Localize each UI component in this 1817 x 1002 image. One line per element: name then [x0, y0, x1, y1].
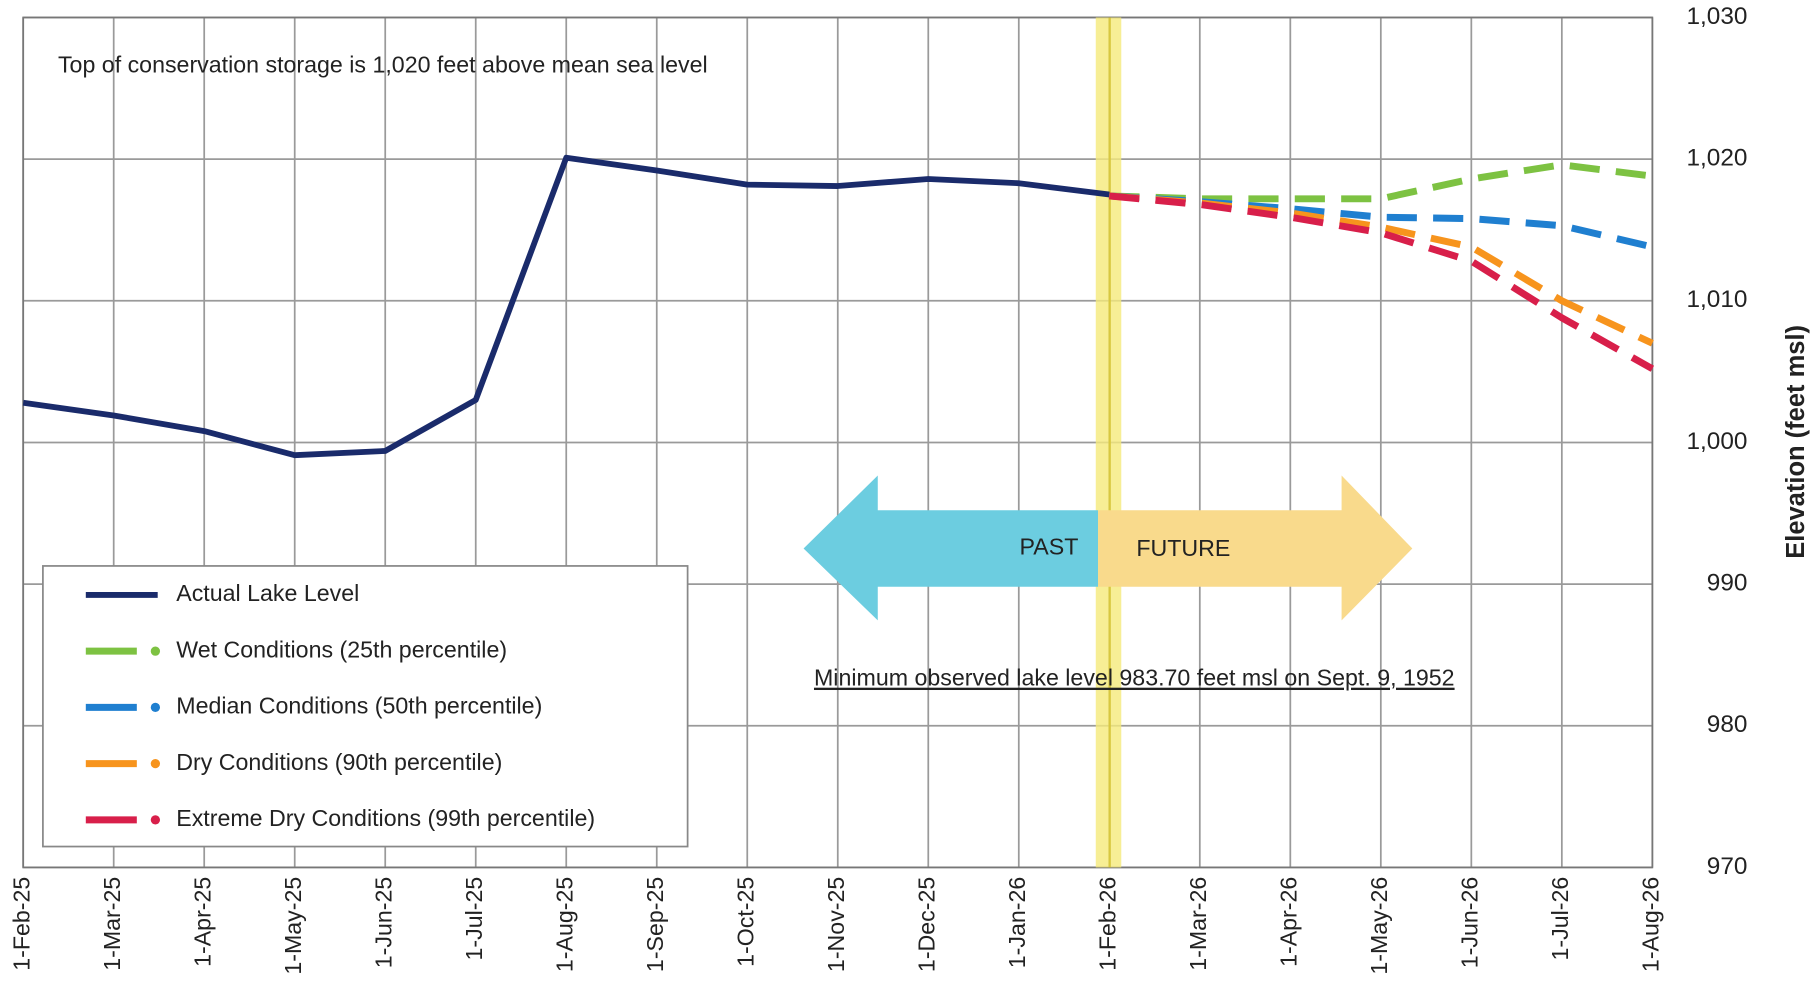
legend-label: Dry Conditions (90th percentile) [176, 749, 502, 775]
x-tick-label: 1-Jul-26 [1547, 877, 1573, 961]
past-arrow [803, 475, 1099, 621]
x-tick-label: 1-Oct-25 [732, 877, 758, 967]
x-tick-label: 1-Mar-26 [1185, 877, 1211, 971]
legend-dot [150, 758, 161, 769]
legend-label: Median Conditions (50th percentile) [176, 693, 542, 719]
plot-frame [22, 16, 1654, 869]
legend-label: Wet Conditions (25th percentile) [176, 636, 507, 662]
y-axis-label: Elevation (feet msl) [1782, 325, 1810, 559]
x-tick-label: 1-May-25 [280, 877, 306, 975]
x-tick-label: 1-Apr-25 [189, 877, 215, 967]
y-tick-label: 1,010 [1687, 286, 1748, 313]
legend-label: Actual Lake Level [176, 580, 359, 606]
legend-dot [150, 702, 161, 713]
x-tick-label: 1-Jun-26 [1456, 877, 1482, 969]
x-tick-label: 1-Sep-25 [642, 877, 668, 972]
grid: 970 980 990 1,000 1,010 1,020 1,030 1-Feb-25 1-M… [8, 3, 1747, 975]
y-tick-label: 990 [1707, 570, 1748, 597]
x-tick-label: 1-Jul-25 [461, 877, 487, 961]
legend-entries: Actual Lake Level Wet Conditions (25th pe… [85, 580, 595, 831]
legend-dot [150, 815, 161, 825]
y-tick-label: 1,030 [1687, 3, 1748, 30]
legend [42, 565, 689, 848]
x-tick-label: 1-Dec-25 [913, 877, 939, 972]
x-tick-label: 1-Aug-25 [551, 877, 577, 972]
now-band [1095, 17, 1122, 868]
series-line [1108, 192, 1655, 372]
x-tick-label: 1-Aug-26 [1637, 877, 1663, 972]
x-tick-label: 1-Mar-25 [99, 877, 125, 971]
min-annotation: Minimum observed lake level 983.70 feet … [814, 665, 1455, 691]
series-line [1109, 192, 1654, 347]
past-label: PAST [1020, 534, 1079, 560]
x-tick-label: 1-Jan-26 [1004, 877, 1030, 969]
y-tick-label: 980 [1707, 711, 1748, 738]
y-tick-label: 1,020 [1687, 145, 1748, 172]
legend-label: Extreme Dry Conditions (99th percentile) [176, 805, 595, 831]
x-tick-label: 1-Apr-26 [1275, 877, 1301, 967]
legend-dot [150, 646, 161, 656]
x-tick-label: 1-May-26 [1366, 877, 1392, 975]
chart-title: Top of conservation storage is 1,020 fee… [58, 51, 708, 77]
future-arrow [1098, 475, 1413, 621]
x-tick-label: 1-Nov-25 [823, 877, 849, 972]
future-label: FUTURE [1136, 535, 1230, 561]
y-tick-label: 970 [1707, 853, 1748, 880]
x-tick-label: 1-Jun-25 [370, 877, 396, 969]
x-tick-label: 1-Feb-25 [8, 877, 34, 971]
y-tick-label: 1,000 [1687, 428, 1748, 455]
x-tick-label: 1-Feb-26 [1094, 877, 1120, 971]
series-line [22, 154, 1110, 459]
lines [22, 154, 1655, 459]
